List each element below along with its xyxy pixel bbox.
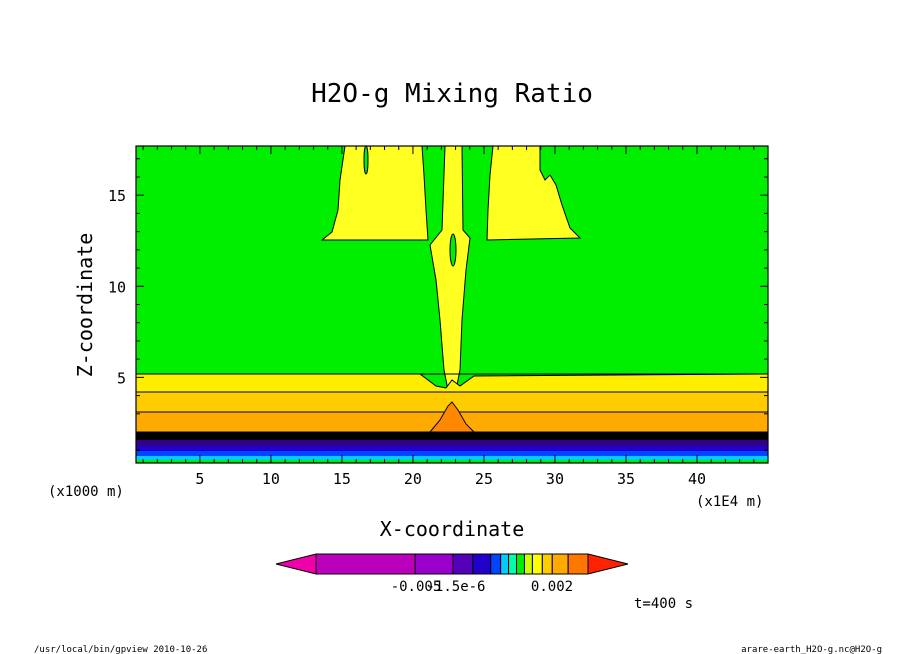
central-warm-bump bbox=[428, 401, 476, 433]
y-tick-label: 15 bbox=[108, 187, 126, 205]
upper-left-plume bbox=[320, 146, 429, 241]
colorbar-tick-label: 0.002 bbox=[531, 579, 573, 595]
colorbar-segment bbox=[490, 553, 502, 575]
chart-title: H2O-g Mixing Ratio bbox=[311, 79, 593, 109]
x-tick-label: 40 bbox=[688, 470, 706, 488]
colorbar-segment bbox=[516, 553, 525, 575]
x-unit-label: (x1E4 m) bbox=[696, 494, 763, 510]
axis-tick-labels: 5 10 15 20 25 30 35 40 5 10 15 bbox=[108, 187, 706, 488]
colorbar-segment bbox=[500, 553, 510, 575]
x-tick-label: 15 bbox=[333, 470, 351, 488]
x-tick-label: 20 bbox=[404, 470, 422, 488]
y-axis-label: Z-coordinate bbox=[73, 233, 97, 378]
upper-right-plume bbox=[486, 146, 582, 241]
x-axis-label: X-coordinate bbox=[380, 517, 525, 541]
colorbar-labels: -0.005-1.5e-6 0.002 bbox=[391, 579, 573, 595]
colorbar bbox=[275, 553, 629, 575]
colorbar-segment bbox=[472, 553, 492, 575]
plot-area bbox=[135, 145, 769, 464]
x-tick-label: 10 bbox=[262, 470, 280, 488]
colorbar-left-arrow bbox=[275, 553, 317, 575]
colorbar-segment bbox=[452, 553, 474, 575]
surface-layer-1 bbox=[136, 432, 768, 440]
x-tick-label: 25 bbox=[475, 470, 493, 488]
y-unit-label: (x1000 m) bbox=[48, 484, 124, 500]
colorbar-segment bbox=[414, 553, 454, 575]
surface-layer-2 bbox=[136, 440, 768, 446]
footer-right: arare-earth_H2O-g.nc@H2O-g bbox=[741, 645, 882, 654]
x-tick-label: 35 bbox=[617, 470, 635, 488]
y-tick-label: 5 bbox=[117, 369, 126, 387]
colorbar-segment bbox=[531, 553, 543, 575]
y-tick-label: 10 bbox=[108, 278, 126, 296]
colorbar-segment bbox=[567, 553, 589, 575]
colorbar-segment bbox=[541, 553, 553, 575]
time-annotation: t=400 s bbox=[634, 596, 693, 612]
colorbar-segment bbox=[523, 553, 533, 575]
x-tick-label: 5 bbox=[195, 470, 204, 488]
left-hole bbox=[363, 146, 369, 175]
footer-left: /usr/local/bin/gpview 2010-10-26 bbox=[34, 645, 207, 654]
colorbar-tick-label: -1.5e-6 bbox=[426, 579, 485, 595]
colorbar-tick-label: -0.005 bbox=[391, 579, 442, 595]
surface-layer-4 bbox=[136, 451, 768, 456]
colorbar-segment bbox=[551, 553, 569, 575]
central-hole bbox=[449, 233, 457, 267]
colorbar-segment bbox=[508, 553, 518, 575]
surface-layer-6 bbox=[136, 460, 768, 463]
axis-ticks bbox=[136, 146, 769, 463]
surface-layer-3 bbox=[136, 446, 768, 451]
colorbar-segment bbox=[315, 553, 416, 575]
colorbar-right-arrow bbox=[587, 553, 629, 575]
surface-layer-5 bbox=[136, 456, 768, 460]
x-tick-label: 30 bbox=[546, 470, 564, 488]
